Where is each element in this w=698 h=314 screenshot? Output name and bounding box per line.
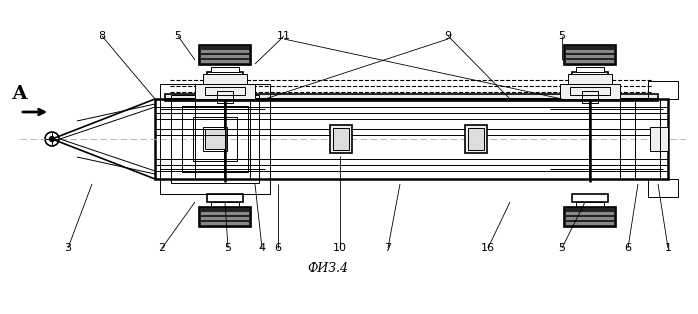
Bar — [572, 72, 608, 80]
Bar — [203, 127, 227, 151]
Bar — [171, 95, 259, 183]
Text: 3: 3 — [64, 243, 71, 253]
Bar — [155, 99, 668, 179]
Bar — [160, 84, 270, 194]
Text: 7: 7 — [385, 243, 392, 253]
Bar — [465, 125, 487, 153]
Circle shape — [214, 138, 216, 140]
Bar — [566, 60, 614, 63]
Bar — [568, 74, 612, 84]
Bar — [193, 117, 237, 161]
Bar — [566, 50, 614, 53]
Bar — [566, 222, 614, 225]
Bar — [576, 67, 604, 72]
Bar — [217, 91, 233, 103]
Bar — [201, 212, 249, 215]
Bar — [205, 129, 225, 149]
Text: 10: 10 — [333, 243, 347, 253]
Bar — [201, 50, 249, 53]
Bar — [201, 217, 249, 220]
Text: 2: 2 — [158, 243, 165, 253]
Bar — [582, 91, 598, 103]
Bar — [201, 222, 249, 225]
Text: 8: 8 — [98, 31, 105, 41]
Bar — [566, 217, 614, 220]
Text: 4: 4 — [258, 243, 265, 253]
Bar — [576, 202, 604, 207]
Bar — [211, 67, 239, 72]
Bar — [201, 60, 249, 63]
Bar — [564, 207, 616, 227]
Bar — [207, 194, 243, 202]
Text: 16: 16 — [481, 243, 495, 253]
Text: 1: 1 — [664, 243, 671, 253]
Text: 5: 5 — [558, 31, 565, 41]
Bar — [182, 106, 248, 172]
Text: 6: 6 — [274, 243, 281, 253]
Bar — [468, 128, 484, 150]
Text: 5: 5 — [558, 243, 565, 253]
Bar — [566, 212, 614, 215]
Bar — [207, 72, 243, 80]
Text: 11: 11 — [277, 31, 291, 41]
Text: 5: 5 — [174, 31, 181, 41]
Bar — [330, 125, 352, 153]
Bar — [165, 94, 658, 101]
Text: ФИЗ.4: ФИЗ.4 — [308, 263, 348, 275]
Text: А: А — [12, 85, 28, 103]
Circle shape — [50, 137, 54, 142]
Text: 6: 6 — [625, 243, 632, 253]
Bar — [648, 179, 678, 197]
Bar — [564, 45, 616, 65]
Bar — [195, 84, 255, 99]
Bar — [199, 207, 251, 227]
Bar — [203, 74, 247, 84]
Bar — [570, 87, 610, 95]
Bar — [650, 127, 668, 151]
Bar — [211, 202, 239, 207]
Bar — [199, 45, 251, 65]
Text: 5: 5 — [225, 243, 232, 253]
Text: 9: 9 — [445, 31, 452, 41]
Bar — [572, 194, 608, 202]
Bar — [648, 81, 678, 99]
Bar — [205, 87, 245, 95]
Bar — [566, 55, 614, 58]
Bar — [333, 128, 349, 150]
Bar — [201, 55, 249, 58]
Bar — [560, 84, 620, 99]
